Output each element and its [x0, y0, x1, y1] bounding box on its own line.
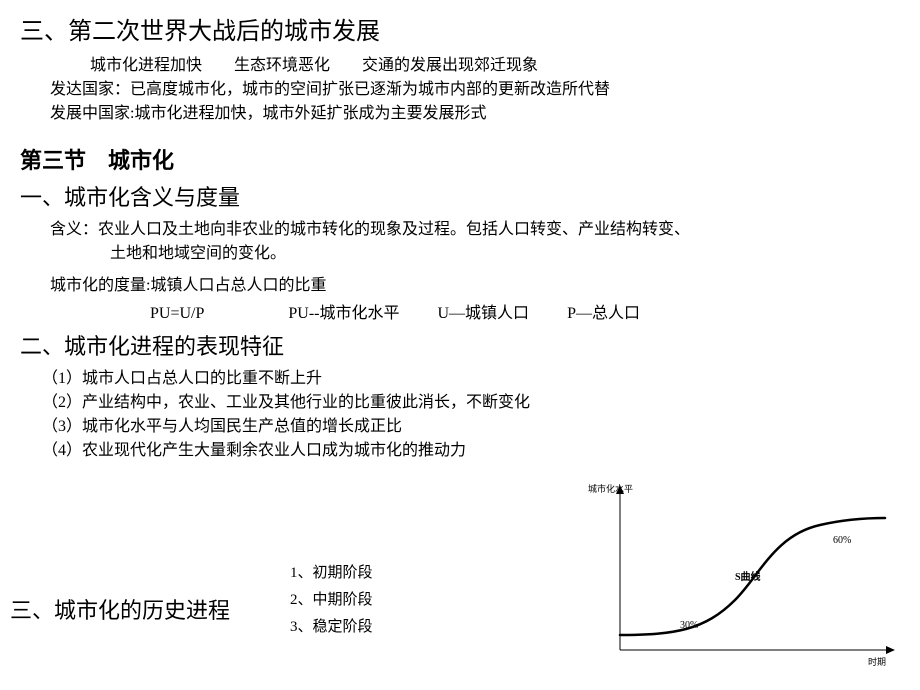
- curve-label: S曲线: [735, 570, 761, 583]
- def-p: P—总人口: [567, 305, 640, 322]
- stage-1: 1、初期阶段: [290, 560, 373, 587]
- section-3-title: 第三节 城市化: [20, 144, 900, 177]
- section-a-heading: 三、第二次世界大战后的城市发展: [20, 14, 900, 50]
- sub2-item1: （1）城市人口占总人口的比重不断上升: [42, 367, 900, 391]
- sub2-item4: （4）农业现代化产生大量剩余农业人口成为城市化的推动力: [42, 439, 900, 463]
- x-arrow-icon: [886, 646, 895, 654]
- item: 城市化进程加快: [90, 57, 202, 74]
- stages-block: 1、初期阶段 2、中期阶段 3、稳定阶段: [290, 560, 373, 641]
- def-pu: PU--城市化水平: [288, 305, 399, 322]
- formula: PU=U/P: [150, 305, 204, 322]
- sub3-heading: 三、城市化的历史进程: [10, 594, 230, 627]
- high-label: 60%: [833, 535, 851, 546]
- formula-row: PU=U/P PU--城市化水平 U—城镇人口 P—总人口: [150, 302, 900, 326]
- sub1-measure: 城市化的度量:城镇人口占总人口的比重: [50, 274, 900, 298]
- item: 交通的发展出现郊迁现象: [362, 57, 538, 74]
- y-label: 城市化水平: [588, 483, 633, 494]
- sub2-heading: 二、城市化进程的表现特征: [20, 330, 900, 363]
- x-label: 时期: [868, 656, 886, 667]
- item: 生态环境恶化: [234, 57, 330, 74]
- section-a-line1: 城市化进程加快 生态环境恶化 交通的发展出现郊迁现象: [90, 54, 900, 78]
- sub1-heading: 一、城市化含义与度量: [20, 181, 900, 214]
- sub1-meaning2: 土地和地域空间的变化。: [110, 242, 900, 266]
- section-a-line2: 发达国家：已高度城市化，城市的空间扩张已逐渐为城市内部的更新改造所代替: [50, 78, 900, 102]
- section-a-line3: 发展中国家:城市化进程加快，城市外延扩张成为主要发展形式: [50, 102, 900, 126]
- sub1-meaning1: 含义：农业人口及土地向非农业的城市转化的现象及过程。包括人口转变、产业结构转变、: [50, 218, 900, 242]
- stage-3: 3、稳定阶段: [290, 614, 373, 641]
- low-label: 30%: [680, 620, 698, 631]
- s-curve-chart: 城市化水平 时期 S曲线 30% 60%: [585, 480, 895, 680]
- sub2-item3: （3）城市化水平与人均国民生产总值的增长成正比: [42, 415, 900, 439]
- def-u: U—城镇人口: [438, 305, 530, 322]
- sub2-item2: （2）产业结构中，农业、工业及其他行业的比重彼此消长，不断变化: [42, 391, 900, 415]
- stage-2: 2、中期阶段: [290, 587, 373, 614]
